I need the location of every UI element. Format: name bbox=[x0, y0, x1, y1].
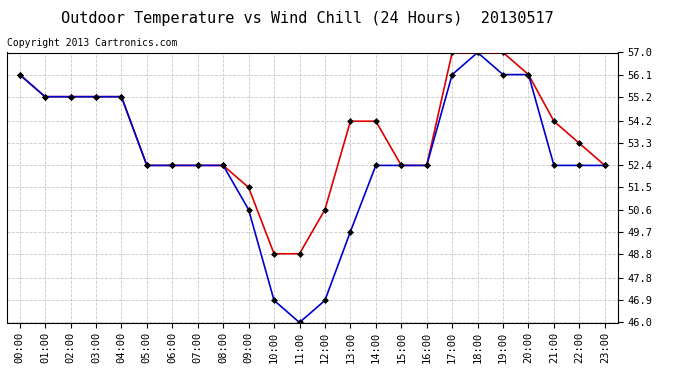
Text: Outdoor Temperature vs Wind Chill (24 Hours)  20130517: Outdoor Temperature vs Wind Chill (24 Ho… bbox=[61, 11, 553, 26]
Text: Temperature (°F): Temperature (°F) bbox=[523, 25, 609, 34]
Text: Copyright 2013 Cartronics.com: Copyright 2013 Cartronics.com bbox=[7, 38, 177, 48]
Text: Wind Chill (°F): Wind Chill (°F) bbox=[431, 25, 511, 34]
